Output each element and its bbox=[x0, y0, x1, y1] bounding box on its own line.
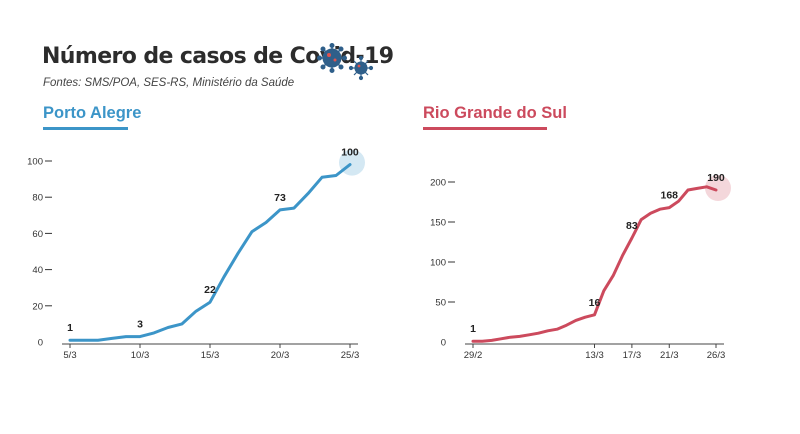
x-tick-label-porto-alegre: 15/3 bbox=[201, 350, 220, 361]
data-label-porto-alegre: 3 bbox=[137, 319, 143, 331]
last-point-highlight-rio-grande-do-sul bbox=[705, 175, 731, 201]
source-note: Fontes: SMS/POA, SES-RS, Ministério da S… bbox=[43, 77, 295, 89]
x-tick-label-rio-grande-do-sul: 26/3 bbox=[707, 350, 726, 361]
x-tick-label-rio-grande-do-sul: 21/3 bbox=[660, 350, 679, 361]
data-label-rio-grande-do-sul: 190 bbox=[707, 172, 725, 184]
x-tick-label-porto-alegre: 5/3 bbox=[63, 350, 76, 361]
x-tick-label-rio-grande-do-sul: 17/3 bbox=[623, 350, 642, 361]
y-tick-label-rio-grande-do-sul: 100 bbox=[430, 258, 446, 269]
data-label-rio-grande-do-sul: 83 bbox=[626, 220, 638, 232]
chart-title-porto-alegre: Porto Alegre bbox=[43, 104, 142, 122]
x-tick-label-rio-grande-do-sul: 13/3 bbox=[585, 350, 604, 361]
data-label-porto-alegre: 73 bbox=[274, 192, 286, 204]
series-line-porto-alegre bbox=[68, 163, 352, 342]
series-line-rio-grande-do-sul bbox=[471, 185, 718, 343]
y-tick-label-rio-grande-do-sul: 0 bbox=[441, 338, 446, 349]
x-tick-label-porto-alegre: 25/3 bbox=[341, 350, 360, 361]
y-tick-label-porto-alegre: 80 bbox=[32, 193, 43, 204]
x-tick-label-porto-alegre: 10/3 bbox=[131, 350, 150, 361]
data-label-porto-alegre: 100 bbox=[341, 147, 359, 159]
data-label-rio-grande-do-sul: 16 bbox=[589, 297, 601, 309]
y-tick-label-porto-alegre: 0 bbox=[38, 338, 43, 349]
x-tick-label-rio-grande-do-sul: 29/2 bbox=[464, 350, 483, 361]
title-underline-porto-alegre bbox=[43, 127, 128, 130]
y-tick-label-porto-alegre: 60 bbox=[32, 229, 43, 240]
data-label-rio-grande-do-sul: 168 bbox=[661, 190, 679, 202]
y-tick-label-porto-alegre: 100 bbox=[27, 157, 43, 168]
title-underline-rio-grande-do-sul bbox=[423, 127, 547, 130]
x-tick-label-porto-alegre: 20/3 bbox=[271, 350, 290, 361]
data-label-rio-grande-do-sul: 1 bbox=[470, 323, 476, 335]
y-tick-label-porto-alegre: 40 bbox=[32, 265, 43, 276]
data-label-porto-alegre: 22 bbox=[204, 284, 216, 296]
y-tick-label-rio-grande-do-sul: 150 bbox=[430, 218, 446, 229]
virus-icon bbox=[317, 43, 374, 81]
data-label-porto-alegre: 1 bbox=[67, 322, 73, 334]
y-tick-label-rio-grande-do-sul: 50 bbox=[435, 298, 446, 309]
chart-title-rio-grande-do-sul: Rio Grande do Sul bbox=[423, 104, 567, 122]
y-tick-label-porto-alegre: 20 bbox=[32, 301, 43, 312]
y-tick-label-rio-grande-do-sul: 200 bbox=[430, 178, 446, 189]
